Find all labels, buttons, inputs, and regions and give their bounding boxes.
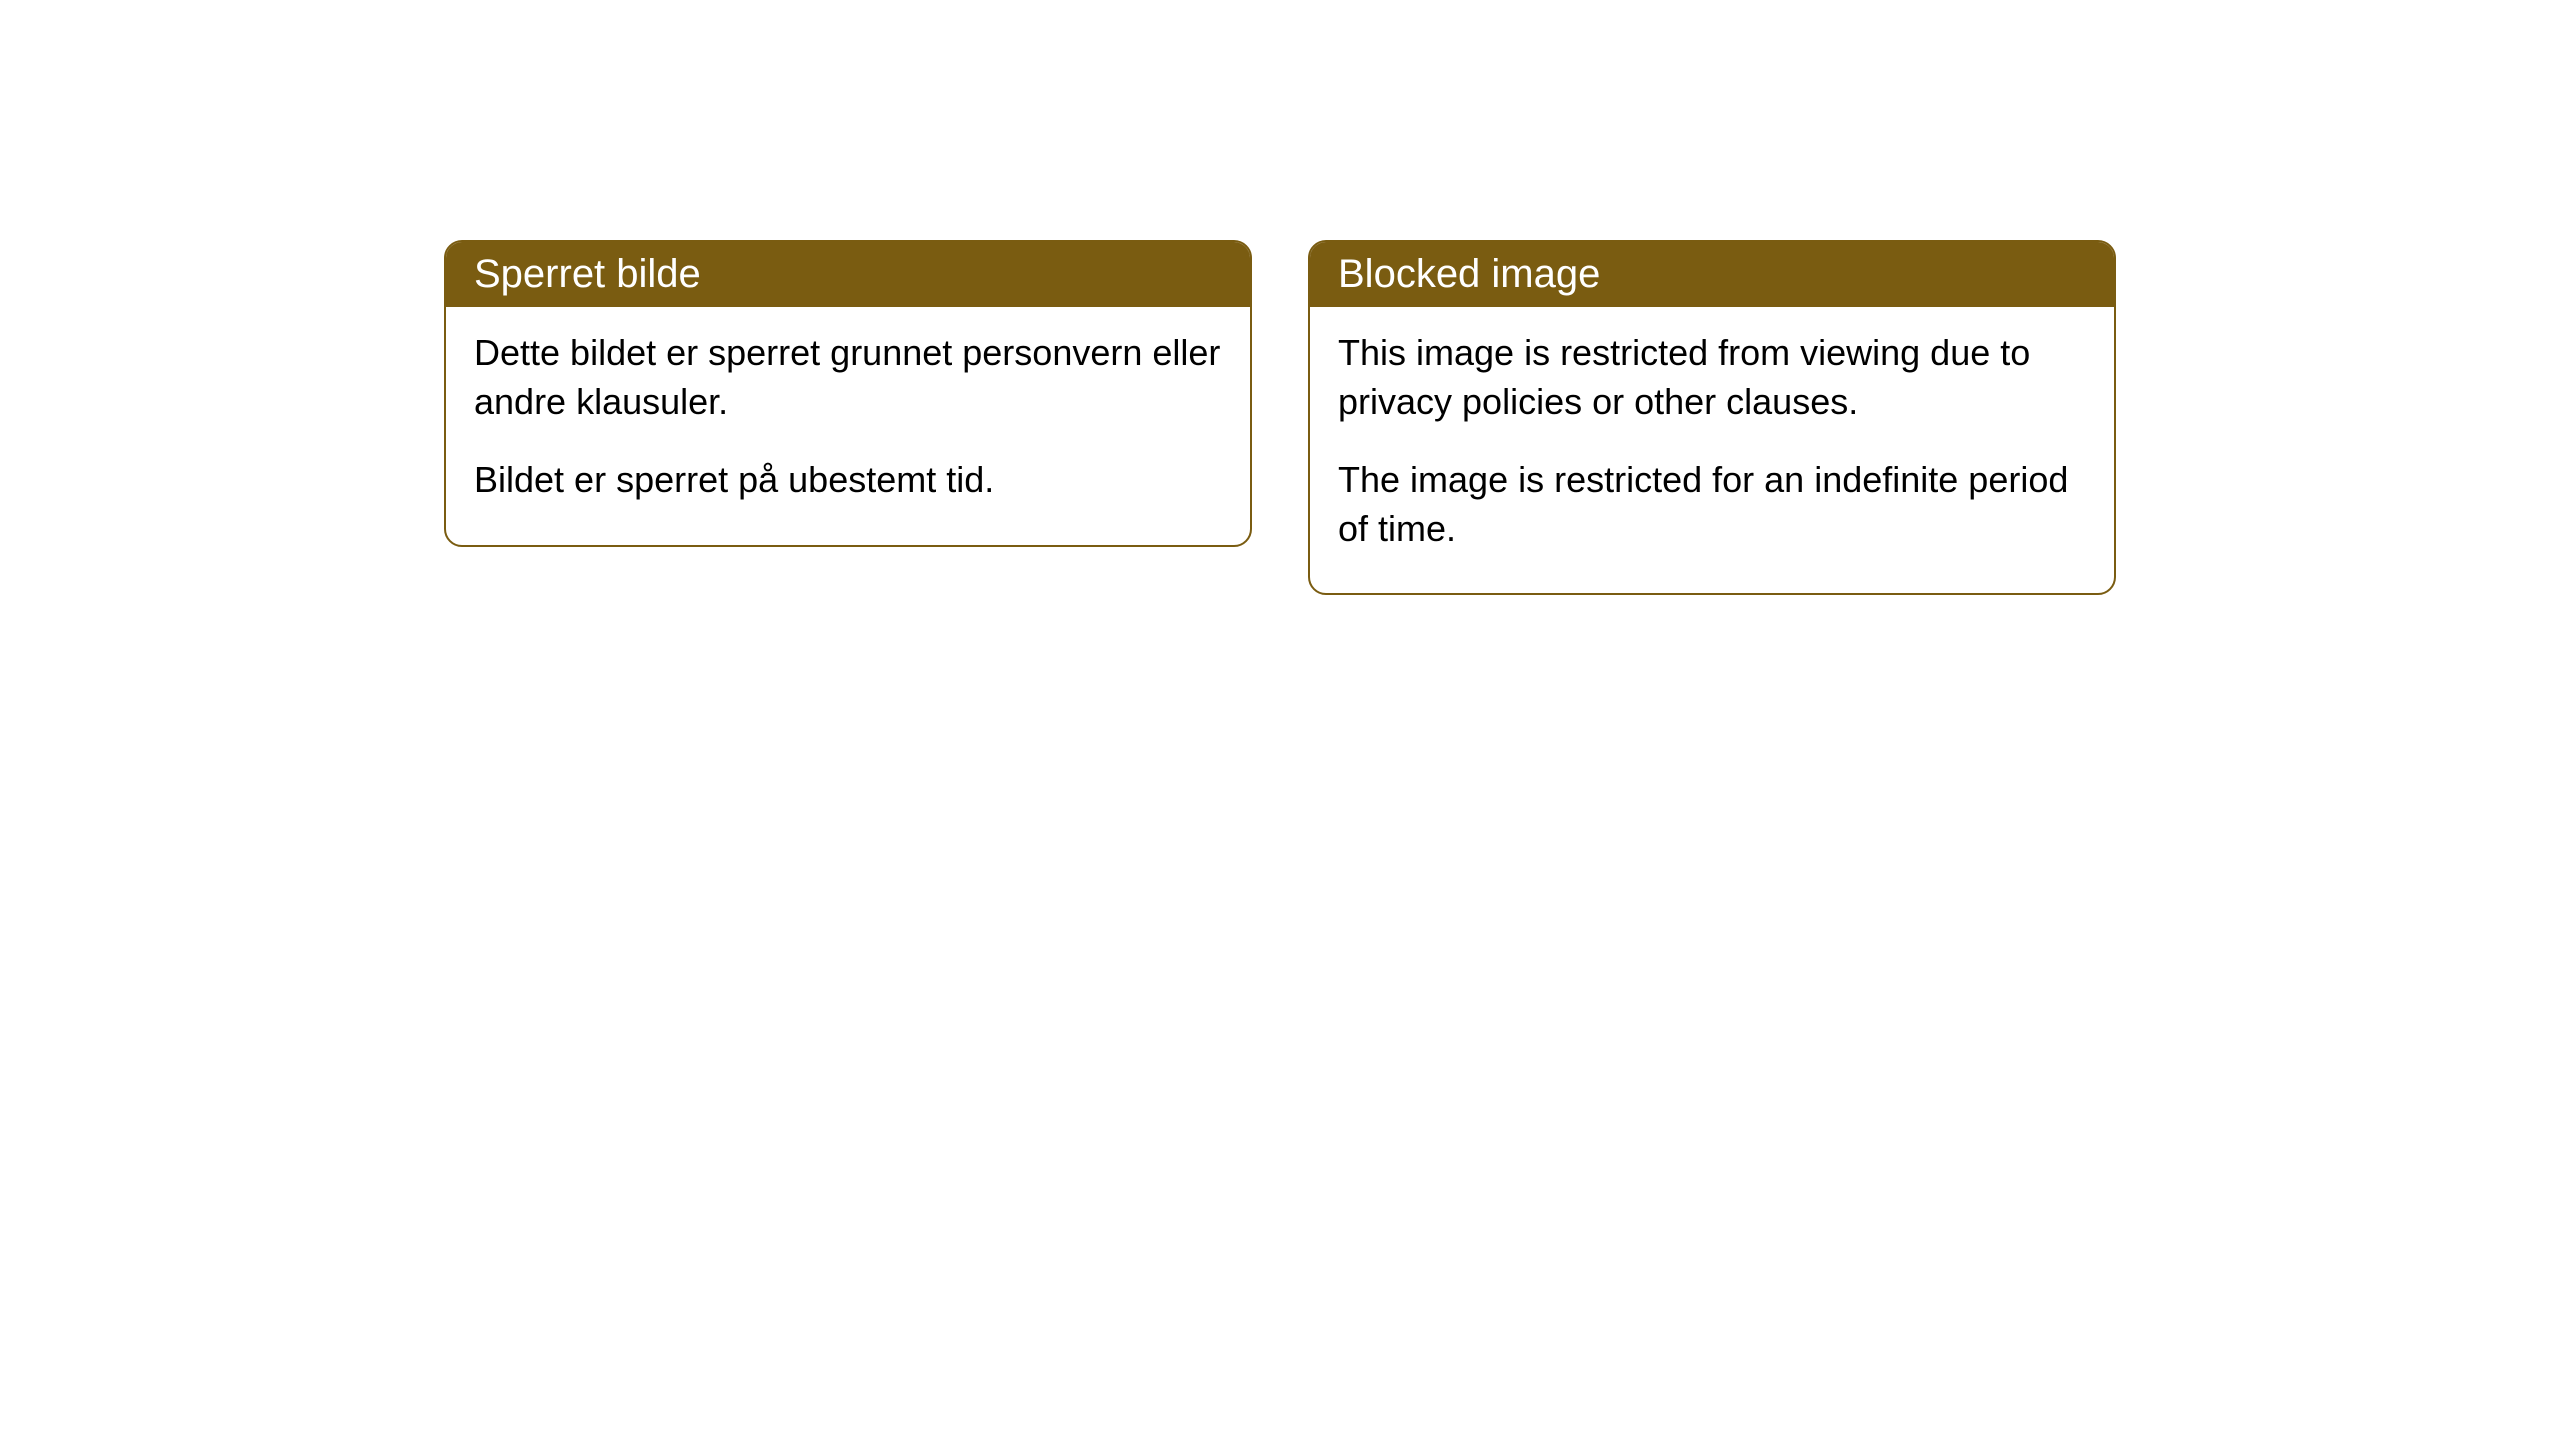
card-paragraph: This image is restricted from viewing du… (1338, 329, 2086, 426)
card-paragraph: The image is restricted for an indefinit… (1338, 456, 2086, 553)
blocked-image-card-norwegian: Sperret bilde Dette bildet er sperret gr… (444, 240, 1252, 547)
cards-container: Sperret bilde Dette bildet er sperret gr… (444, 240, 2116, 1440)
card-header: Sperret bilde (446, 242, 1250, 307)
card-body: Dette bildet er sperret grunnet personve… (446, 307, 1250, 545)
card-title: Blocked image (1338, 252, 1600, 296)
card-header: Blocked image (1310, 242, 2114, 307)
card-paragraph: Bildet er sperret på ubestemt tid. (474, 456, 1222, 505)
card-paragraph: Dette bildet er sperret grunnet personve… (474, 329, 1222, 426)
blocked-image-card-english: Blocked image This image is restricted f… (1308, 240, 2116, 595)
card-body: This image is restricted from viewing du… (1310, 307, 2114, 593)
card-title: Sperret bilde (474, 252, 701, 296)
